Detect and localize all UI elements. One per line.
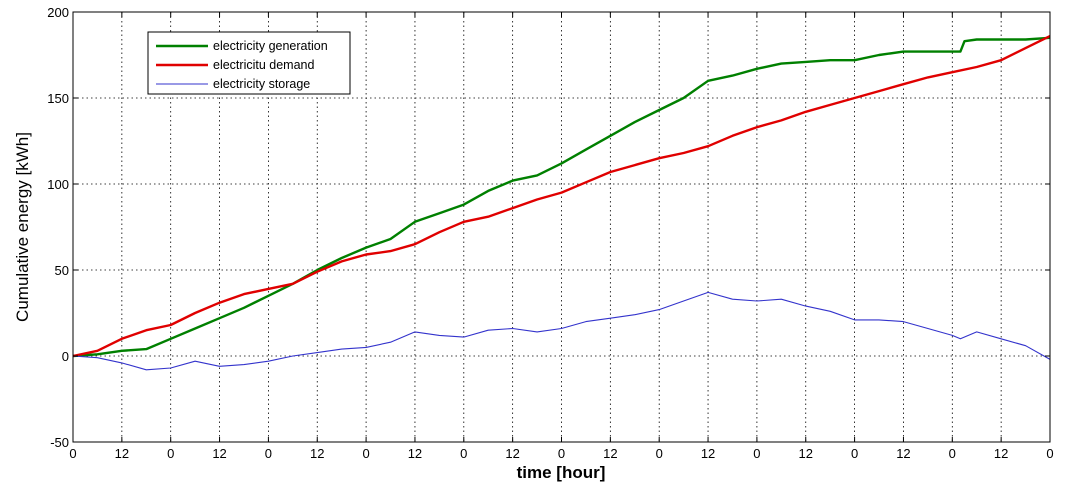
x-tick-label: 0 — [265, 446, 272, 461]
y-tick-label: 0 — [62, 349, 69, 364]
y-tick-label: 50 — [55, 263, 69, 278]
legend-label-electricity-storage: electricity storage — [213, 77, 310, 91]
x-tick-label: 0 — [753, 446, 760, 461]
x-tick-label: 12 — [799, 446, 813, 461]
x-tick-label: 0 — [167, 446, 174, 461]
x-tick-label: 12 — [115, 446, 129, 461]
grid — [73, 12, 1050, 442]
x-tick-label: 0 — [558, 446, 565, 461]
series-line-electricity-storage — [72, 291, 1051, 371]
x-tick-label: 0 — [949, 446, 956, 461]
x-axis-title: time [hour] — [517, 463, 606, 482]
y-tick-label: 150 — [47, 91, 69, 106]
y-tick-label: 200 — [47, 5, 69, 20]
x-tick-label: 12 — [505, 446, 519, 461]
x-tick-label: 0 — [69, 446, 76, 461]
legend-label-electricitu-demand: electricitu demand — [213, 58, 314, 72]
x-tick-label: 12 — [994, 446, 1008, 461]
x-tick-label: 0 — [460, 446, 467, 461]
x-tick-label: 0 — [851, 446, 858, 461]
x-tick-label: 12 — [896, 446, 910, 461]
x-tick-label: 0 — [656, 446, 663, 461]
series-layer — [72, 35, 1051, 371]
series-line-electricitu-demand — [72, 35, 1051, 358]
x-tick-label: 12 — [408, 446, 422, 461]
legend-label-electricity-generation: electricity generation — [213, 39, 328, 53]
x-tick-label: 12 — [212, 446, 226, 461]
ticks: 0 12 0 12 0 12 0 12 0 12 0 12 0 12 0 12 0 12 0 12 0-50050100… — [47, 5, 1053, 461]
series-line-electricity-generation — [72, 36, 1051, 358]
x-tick-label: 12 — [701, 446, 715, 461]
y-axis-title: Cumulative energy [kWh] — [13, 132, 32, 322]
legend: electricity generation electricitu demand… — [147, 31, 351, 95]
x-tick-label: 0 — [362, 446, 369, 461]
x-tick-label: 0 — [1046, 446, 1053, 461]
x-tick-label: 12 — [310, 446, 324, 461]
y-tick-label: 100 — [47, 177, 69, 192]
y-tick-label: -50 — [50, 435, 69, 450]
x-tick-label: 12 — [603, 446, 617, 461]
